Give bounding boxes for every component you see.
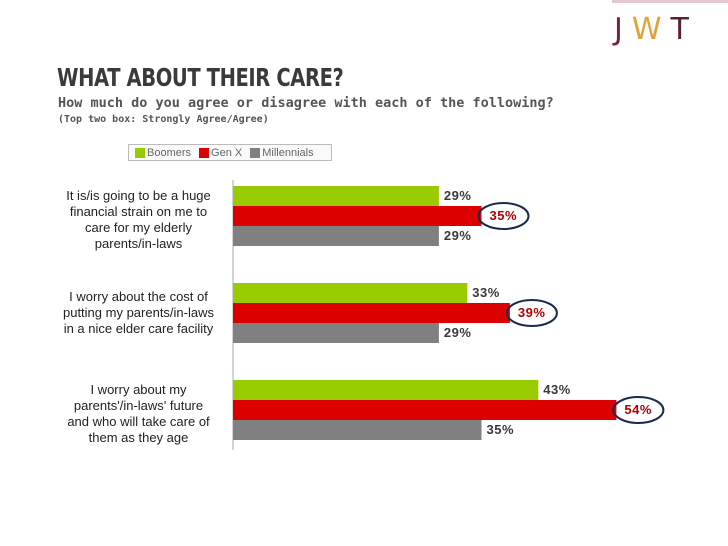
legend-item-genx: Gen X bbox=[199, 147, 242, 159]
category-label-1-line-1: It is/is going to be a huge bbox=[66, 188, 211, 203]
highlight-circle-3 bbox=[612, 396, 665, 424]
bar-millennials-1 bbox=[233, 226, 439, 246]
category-label-1-line-2: financial strain on me to bbox=[69, 204, 208, 219]
category-label-1-line-4: parents/in-laws bbox=[94, 236, 183, 251]
bar-millennials-2 bbox=[233, 323, 439, 343]
legend-swatch-boomers bbox=[135, 147, 145, 158]
bar-genx-3 bbox=[233, 400, 617, 420]
category-label-3-line-3: and who will take care of bbox=[67, 414, 210, 429]
logo-accent-bar bbox=[612, 0, 728, 3]
data-label-genx-1: 35% bbox=[490, 208, 518, 223]
data-label-genx-3: 54% bbox=[624, 402, 652, 417]
page-subtitle: How much do you agree or disagree with e… bbox=[58, 95, 554, 111]
legend-swatch-genx bbox=[199, 147, 210, 158]
page-title: WHAT ABOUT THEIR CARE? bbox=[57, 63, 344, 92]
logo-letter-w: W bbox=[631, 12, 671, 47]
category-label-2-line-1: I worry about the cost of bbox=[69, 289, 208, 304]
data-label-genx-2: 39% bbox=[518, 305, 546, 320]
data-label-boomers-3: 43% bbox=[543, 382, 571, 397]
data-label-boomers-2: 33% bbox=[472, 285, 500, 300]
legend-label-genx: Gen X bbox=[211, 146, 243, 159]
legend-swatch-millennials bbox=[250, 147, 261, 158]
bar-genx-1 bbox=[233, 206, 482, 226]
category-label-2: I worry about the cost of putting my pare… bbox=[56, 289, 221, 337]
legend-label-millennials: Millennials bbox=[262, 146, 314, 159]
highlight-circle-1 bbox=[477, 202, 530, 230]
category-label-3: I worry about my parents'/in-laws' future… bbox=[56, 382, 221, 446]
legend-item-boomers: Boomers bbox=[135, 147, 191, 159]
page-note: (Top two box: Strongly Agree/Agree) bbox=[58, 114, 269, 125]
bar-millennials-3 bbox=[233, 420, 482, 440]
category-label-1: It is/is going to be a huge financial str… bbox=[56, 188, 221, 252]
category-label-3-line-1: I worry about my bbox=[90, 382, 187, 397]
data-label-millennials-3: 35% bbox=[487, 422, 515, 437]
logo-letter-j: J bbox=[614, 12, 632, 47]
legend-label-boomers: Boomers bbox=[147, 146, 192, 159]
category-label-3-line-4: them as they age bbox=[88, 430, 189, 445]
data-label-millennials-1: 29% bbox=[444, 228, 472, 243]
category-label-3-line-2: parents'/in-laws' future bbox=[73, 398, 204, 413]
bar-boomers-1 bbox=[233, 186, 439, 206]
bar-boomers-3 bbox=[233, 380, 539, 400]
data-label-boomers-1: 29% bbox=[444, 188, 472, 203]
logo-letter-t: T bbox=[670, 12, 698, 47]
legend-item-millennials: Millennials bbox=[250, 146, 314, 159]
jwt-logo: JWT bbox=[614, 12, 698, 47]
category-label-2-line-2: putting my parents/in-laws bbox=[62, 305, 214, 320]
chart-legend: Boomers Gen X Millennials bbox=[128, 144, 332, 161]
category-label-1-line-3: care for my elderly bbox=[85, 220, 192, 235]
highlight-circle-2 bbox=[505, 299, 558, 327]
bar-genx-2 bbox=[233, 303, 510, 323]
bar-boomers-2 bbox=[233, 283, 468, 303]
data-label-millennials-2: 29% bbox=[444, 325, 472, 340]
category-label-2-line-3: in a nice elder care facility bbox=[63, 321, 214, 336]
